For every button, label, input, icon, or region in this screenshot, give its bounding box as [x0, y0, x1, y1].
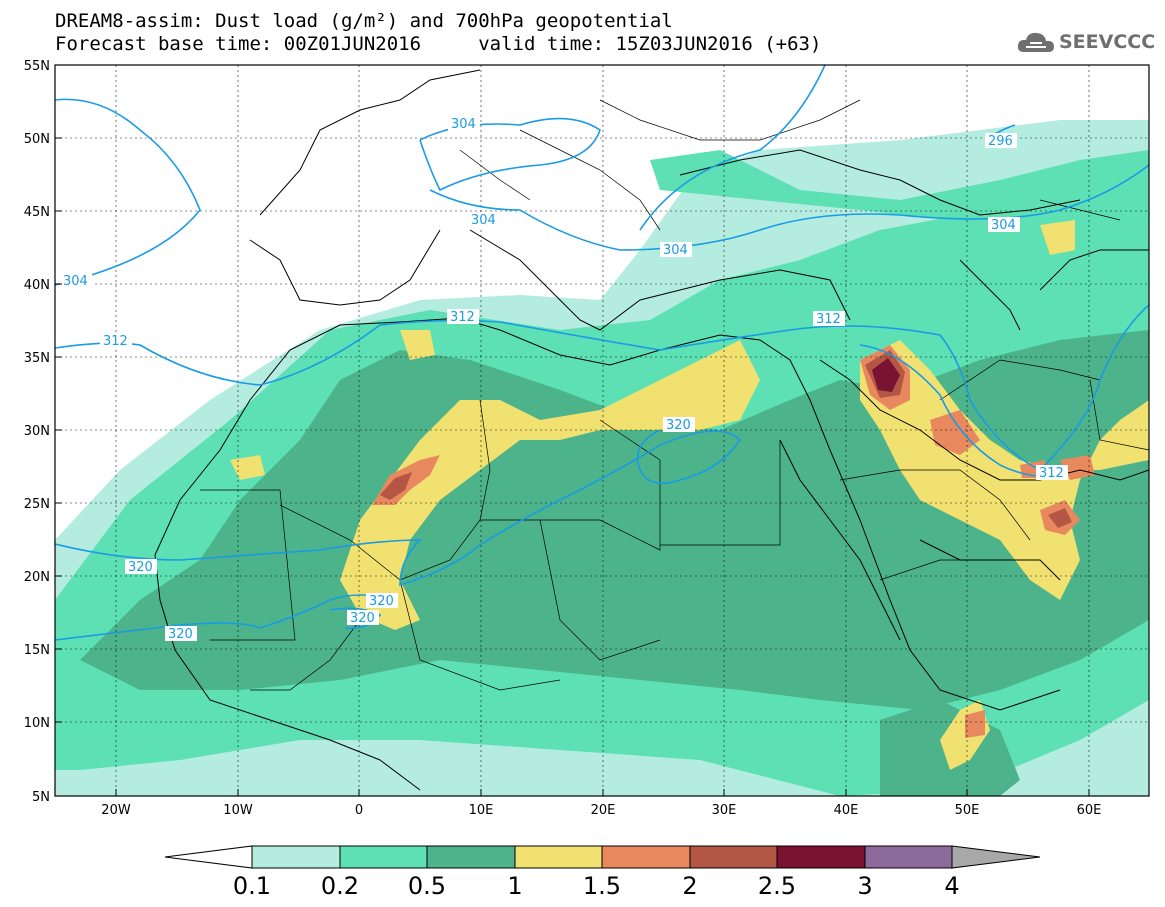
svg-text:304: 304 [663, 243, 688, 258]
contour-label-320: 320 [165, 626, 197, 642]
lat-label: 25N [24, 497, 50, 512]
svg-text:312: 312 [816, 312, 841, 327]
svg-text:304: 304 [63, 274, 88, 289]
lon-label: 40E [834, 803, 859, 818]
lat-label: 55N [24, 59, 50, 74]
svg-text:304: 304 [991, 218, 1016, 233]
lat-label: 30N [24, 424, 50, 439]
lat-label: 50N [24, 132, 50, 147]
dust-zone-0.2-north [650, 150, 1149, 220]
lat-label: 15N [24, 643, 50, 658]
contour-label-312: 312 [1036, 465, 1068, 481]
map-title: DREAM8-assim: Dust load (g/m²) and 700hP… [55, 10, 673, 32]
contour-label-layer: 296 304 304 304 304 304 312 312 312 312 … [60, 116, 1068, 642]
legend-upper-arrow [951, 845, 1041, 869]
svg-text:296: 296 [988, 134, 1013, 149]
contour-label-312: 312 [813, 311, 845, 327]
lon-label: 0 [355, 803, 363, 818]
lon-label: 10E [469, 803, 494, 818]
longitude-labels: 20W 10W 0 10E 20E 30E 40E 50E 60E [101, 803, 1101, 818]
forecast-time-subtitle: Forecast base time: 00Z01JUN2016 valid t… [55, 33, 822, 55]
legend-label: 4 [944, 872, 959, 900]
lat-label: 40N [24, 278, 50, 293]
lat-label: 5N [32, 790, 50, 805]
svg-text:304: 304 [471, 213, 496, 228]
contour-label-304: 304 [60, 273, 92, 289]
legend-label: 1.5 [583, 872, 621, 900]
svg-text:320: 320 [666, 418, 691, 433]
legend-label: 0.5 [408, 872, 446, 900]
lat-label: 20N [24, 570, 50, 585]
logo-text: SEEVCCC [1059, 31, 1156, 53]
lon-label: 50E [955, 803, 980, 818]
contour-label-304: 304 [988, 217, 1020, 233]
svg-text:312: 312 [103, 334, 128, 349]
contour-label-304: 304 [448, 116, 480, 132]
seevccc-logo: SEEVCCC [1016, 25, 1155, 59]
legend-swatch [514, 845, 603, 869]
legend-swatch [864, 845, 953, 869]
contour-label-312: 312 [447, 309, 479, 325]
contour-label-320: 320 [347, 610, 379, 626]
lat-label: 45N [24, 205, 50, 220]
color-legend: 0.1 0.2 0.5 1 1.5 2 2.5 3 4 [164, 845, 1041, 900]
contour-label-296: 296 [985, 133, 1017, 149]
contour-label-320: 320 [125, 559, 157, 575]
lon-label: 30E [712, 803, 737, 818]
legend-label: 0.2 [321, 872, 359, 900]
legend-swatch [426, 845, 516, 869]
svg-text:320: 320 [369, 594, 394, 609]
legend-label: 0.1 [233, 872, 271, 900]
country-borders [200, 99, 1149, 691]
contour-label-320: 320 [663, 417, 695, 433]
lon-label: 10W [223, 803, 253, 818]
legend-swatch [689, 845, 778, 869]
legend-swatch [776, 845, 866, 869]
lat-label: 35N [24, 351, 50, 366]
legend-label: 2.5 [758, 872, 796, 900]
latitude-labels: 55N 50N 45N 40N 35N 30N 25N 20N 15N 10N … [24, 59, 50, 805]
legend-label: 3 [857, 872, 872, 900]
svg-text:312: 312 [1039, 466, 1064, 481]
legend-swatch [251, 845, 341, 869]
coastlines [154, 69, 1149, 791]
geopotential-contours [55, 65, 1149, 641]
map-area: 296 304 304 304 304 304 312 312 312 312 … [55, 65, 1149, 796]
lon-label: 20E [591, 803, 616, 818]
contour-label-304: 304 [660, 242, 692, 258]
lon-label: 20W [101, 803, 131, 818]
lon-label: 60E [1077, 803, 1102, 818]
svg-text:320: 320 [128, 560, 153, 575]
contour-label-304: 304 [468, 212, 500, 228]
svg-text:312: 312 [450, 310, 475, 325]
lat-label: 10N [24, 716, 50, 731]
dust-zone-2.5 [872, 358, 900, 392]
svg-text:304: 304 [451, 117, 476, 132]
cloud-icon [1017, 32, 1054, 52]
svg-text:320: 320 [350, 611, 375, 626]
legend-label: 2 [682, 872, 697, 900]
graticule [55, 65, 1149, 796]
svg-text:320: 320 [168, 627, 193, 642]
axis-ticks [55, 64, 1090, 797]
legend-lower-arrow [164, 845, 253, 869]
contour-label-320: 320 [366, 593, 398, 609]
legend-swatch [339, 845, 428, 869]
contour-label-312: 312 [100, 333, 132, 349]
legend-swatch [601, 845, 691, 869]
legend-label: 1 [507, 872, 522, 900]
